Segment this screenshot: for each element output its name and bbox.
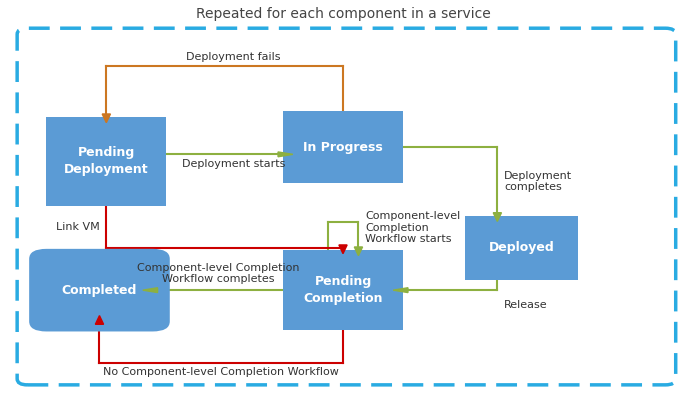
FancyBboxPatch shape xyxy=(29,249,170,331)
Polygon shape xyxy=(493,213,501,221)
Text: Repeated for each component in a service: Repeated for each component in a service xyxy=(196,7,490,21)
FancyBboxPatch shape xyxy=(283,250,403,330)
Text: Link VM: Link VM xyxy=(56,222,99,232)
FancyBboxPatch shape xyxy=(283,111,403,183)
Text: Pending
Completion: Pending Completion xyxy=(303,275,383,305)
Text: Completed: Completed xyxy=(62,284,137,297)
Text: Deployment fails: Deployment fails xyxy=(186,52,281,62)
Polygon shape xyxy=(354,247,362,256)
Text: No Component-level Completion Workflow: No Component-level Completion Workflow xyxy=(104,367,339,377)
Text: Release: Release xyxy=(504,300,548,310)
Text: Deployment
completes: Deployment completes xyxy=(504,170,572,192)
Text: Component-level
Completion
Workflow starts: Component-level Completion Workflow star… xyxy=(365,211,460,244)
Text: Deployed: Deployed xyxy=(488,241,554,254)
Text: In Progress: In Progress xyxy=(303,141,383,154)
Polygon shape xyxy=(393,288,408,293)
Polygon shape xyxy=(339,245,347,253)
FancyBboxPatch shape xyxy=(465,216,578,280)
Text: Pending
Deployment: Pending Deployment xyxy=(64,146,149,176)
FancyBboxPatch shape xyxy=(47,117,166,206)
Polygon shape xyxy=(143,288,158,293)
Text: Deployment starts: Deployment starts xyxy=(182,159,285,169)
Polygon shape xyxy=(102,114,110,123)
Text: Component-level Completion
Workflow completes: Component-level Completion Workflow comp… xyxy=(137,262,299,284)
Polygon shape xyxy=(95,316,104,324)
Polygon shape xyxy=(278,152,293,157)
